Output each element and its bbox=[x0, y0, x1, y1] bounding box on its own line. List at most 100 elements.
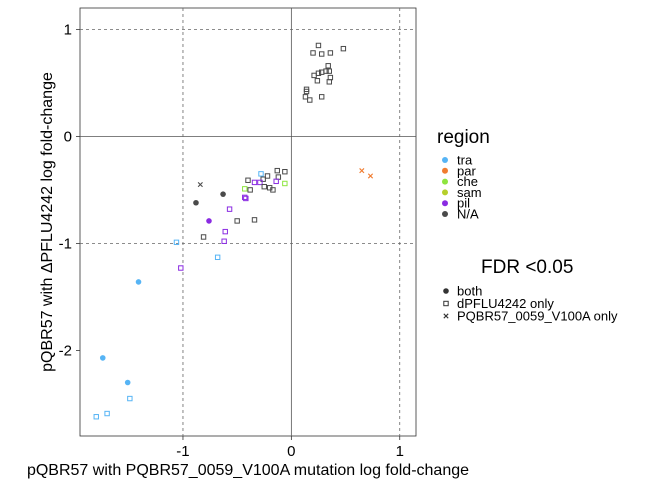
x-axis-title: pQBR57 with PQBR57_0059_V100A mutation l… bbox=[27, 462, 469, 479]
region-legend-item: tra bbox=[442, 153, 473, 168]
region-legend-item: par bbox=[442, 163, 476, 178]
data-points bbox=[93, 42, 374, 420]
fdr-legend-swatch bbox=[443, 313, 449, 319]
data-point bbox=[340, 45, 347, 52]
fdr-legend-label: both bbox=[457, 284, 482, 299]
region-legend-item: sam bbox=[442, 185, 482, 200]
data-point bbox=[315, 42, 322, 49]
reference-lines bbox=[80, 8, 416, 436]
region-legend-swatch bbox=[442, 157, 448, 163]
data-point bbox=[127, 395, 133, 402]
fdr-legend-swatch bbox=[443, 300, 449, 307]
region-legend-swatch bbox=[442, 211, 448, 217]
data-point-stroke-b bbox=[197, 181, 203, 188]
data-point bbox=[173, 239, 180, 246]
fdr-legend-swatch-stroke-b bbox=[443, 313, 449, 319]
region-legend-item: che bbox=[442, 174, 478, 189]
data-point bbox=[327, 50, 334, 56]
data-point bbox=[200, 234, 207, 240]
region-legend-swatch bbox=[442, 178, 448, 185]
data-point bbox=[359, 168, 365, 174]
data-point bbox=[307, 97, 313, 103]
region-legend-swatch bbox=[442, 167, 448, 174]
data-point bbox=[270, 187, 276, 193]
data-point bbox=[260, 176, 266, 182]
data-point bbox=[197, 181, 203, 188]
data-point bbox=[273, 178, 279, 185]
data-point bbox=[303, 88, 310, 95]
data-point bbox=[251, 217, 258, 223]
data-point bbox=[242, 194, 248, 201]
data-point bbox=[251, 179, 258, 186]
y-tick-label: 0 bbox=[64, 128, 72, 145]
y-axis-title: pQBR57 with ΔPFLU4242 log fold-change bbox=[39, 72, 56, 372]
y-tick-label: 1 bbox=[64, 21, 72, 38]
data-point bbox=[282, 169, 288, 175]
data-point-stroke-b bbox=[359, 168, 365, 174]
data-point bbox=[367, 173, 374, 179]
data-point bbox=[314, 78, 321, 84]
axis-ticks: -1 0 1 1 0 -1 -2 bbox=[59, 21, 404, 460]
data-point bbox=[319, 51, 325, 57]
data-point bbox=[234, 218, 240, 224]
data-point bbox=[261, 183, 267, 190]
region-legend-item: pil bbox=[442, 196, 470, 211]
x-tick-label: 0 bbox=[287, 443, 295, 460]
data-point bbox=[99, 355, 106, 361]
data-point bbox=[243, 195, 249, 202]
region-legend-label: che bbox=[457, 174, 478, 189]
fdr-legend-item: PQBR57_0059_V100A only bbox=[443, 309, 618, 324]
data-point-stroke-b bbox=[367, 173, 374, 179]
data-point bbox=[302, 94, 309, 100]
data-point bbox=[124, 379, 131, 386]
data-point bbox=[326, 79, 332, 85]
data-point bbox=[135, 279, 142, 285]
data-point bbox=[242, 186, 248, 192]
fdr-legend-label: PQBR57_0059_V100A only bbox=[457, 309, 618, 324]
data-point bbox=[326, 68, 332, 74]
data-point bbox=[206, 218, 212, 224]
region-legend-label: N/A bbox=[457, 207, 479, 222]
data-point bbox=[319, 94, 325, 100]
data-point bbox=[311, 72, 317, 79]
fdr-legend-item: both bbox=[443, 284, 482, 299]
fdr-legend-swatch bbox=[443, 288, 449, 294]
x-tick-label: -1 bbox=[176, 443, 189, 460]
region-legend-label: tra bbox=[457, 153, 473, 168]
fdr-legend-item: dPFLU4242 only bbox=[443, 296, 554, 311]
plot-panel bbox=[79, 7, 417, 437]
data-point bbox=[264, 173, 271, 179]
x-tick-label: 1 bbox=[396, 443, 404, 460]
data-point bbox=[193, 199, 199, 206]
region-legend-swatch bbox=[442, 200, 448, 207]
data-point bbox=[178, 265, 184, 271]
region-legend-title: region bbox=[437, 127, 490, 148]
data-point bbox=[274, 167, 280, 174]
data-point bbox=[220, 191, 226, 197]
data-point bbox=[257, 179, 263, 186]
data-point bbox=[319, 69, 325, 75]
data-point bbox=[282, 180, 288, 187]
data-point bbox=[104, 410, 110, 417]
data-point bbox=[247, 187, 253, 193]
data-point bbox=[245, 177, 251, 183]
region-legend-label: sam bbox=[457, 185, 482, 200]
y-tick-label: -2 bbox=[59, 342, 72, 359]
region-legend-swatch bbox=[442, 189, 448, 196]
y-tick-label: -1 bbox=[59, 235, 72, 252]
data-point bbox=[310, 50, 316, 56]
region-legend-label: par bbox=[457, 163, 476, 178]
data-point bbox=[226, 206, 233, 212]
data-point bbox=[221, 238, 227, 244]
fdr-legend-title: FDR <0.05 bbox=[481, 257, 573, 278]
region-legend-label: pil bbox=[457, 196, 470, 211]
data-point bbox=[93, 414, 99, 420]
data-point bbox=[325, 63, 331, 69]
fdr-legend-label: dPFLU4242 only bbox=[457, 296, 554, 311]
region-legend-item: N/A bbox=[442, 207, 479, 222]
data-point bbox=[222, 228, 228, 235]
data-point bbox=[258, 171, 264, 177]
